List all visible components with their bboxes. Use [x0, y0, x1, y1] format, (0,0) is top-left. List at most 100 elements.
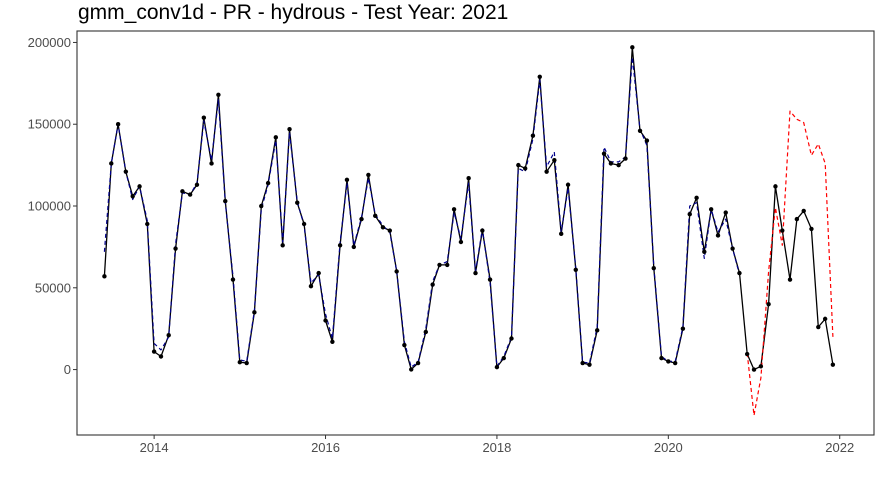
data-point: [516, 162, 521, 168]
data-point: [659, 355, 664, 361]
data-point: [523, 166, 528, 171]
data-point: [173, 246, 178, 251]
series-line-forecast: [746, 110, 834, 416]
data-point: [702, 249, 707, 255]
data-point: [409, 367, 414, 372]
data-point: [209, 161, 214, 166]
data-point: [280, 243, 285, 248]
data-point: [672, 360, 678, 366]
data-point: [230, 277, 236, 282]
data-point: [809, 226, 814, 232]
data-point: [644, 138, 650, 143]
data-point: [109, 161, 114, 166]
data-point: [509, 336, 514, 341]
data-point: [373, 213, 378, 219]
data-point: [387, 228, 393, 233]
data-point: [466, 176, 471, 181]
data-point: [102, 274, 107, 279]
x-tick-label: 2020: [654, 440, 683, 455]
data-point: [816, 324, 821, 330]
data-point: [458, 239, 464, 245]
data-point: [187, 192, 193, 197]
y-tick-label: 50000: [35, 280, 71, 295]
data-point: [751, 367, 757, 372]
data-point: [780, 228, 785, 233]
data-point: [194, 182, 200, 187]
data-point: [787, 277, 793, 282]
data-point: [451, 207, 457, 212]
data-point: [259, 203, 264, 209]
data-point: [166, 333, 171, 338]
data-point: [445, 262, 450, 268]
data-point: [616, 162, 621, 168]
data-point: [415, 360, 421, 366]
data-point: [530, 133, 536, 138]
data-point: [423, 329, 428, 335]
data-point: [273, 135, 279, 140]
data-point: [158, 354, 164, 359]
series-line-actual: [103, 46, 834, 371]
data-point: [437, 262, 442, 268]
data-point: [801, 208, 806, 214]
data-point: [330, 339, 335, 344]
data-point: [565, 182, 571, 187]
plot-panel: [76, 30, 875, 436]
data-point: [287, 126, 292, 132]
data-point: [744, 351, 750, 357]
data-point: [301, 221, 307, 227]
y-tick-label: 150000: [28, 117, 71, 132]
data-point: [216, 92, 221, 97]
data-point: [594, 328, 600, 333]
data-point: [380, 225, 386, 230]
data-point: [623, 156, 628, 161]
data-point: [394, 269, 399, 274]
series-line-fitted: [103, 56, 741, 368]
data-point: [830, 362, 836, 367]
data-point: [822, 316, 828, 322]
data-point: [323, 318, 328, 323]
data-point: [694, 195, 699, 201]
data-point: [237, 360, 243, 365]
data-point: [630, 45, 635, 50]
data-point: [608, 161, 614, 166]
y-tick-label: 200000: [28, 35, 71, 50]
data-point: [180, 189, 185, 194]
data-point: [773, 184, 778, 189]
data-point: [573, 267, 578, 273]
data-point: [601, 151, 607, 156]
data-point: [708, 207, 714, 212]
data-point: [137, 184, 142, 189]
data-point: [552, 158, 557, 163]
data-point: [687, 211, 692, 217]
data-point: [252, 310, 257, 315]
data-point: [430, 282, 435, 287]
data-point: [766, 301, 771, 307]
data-point: [587, 362, 592, 367]
data-point: [637, 128, 643, 133]
data-point: [316, 270, 321, 276]
data-point: [501, 355, 506, 361]
data-point: [115, 122, 121, 127]
data-point: [366, 172, 371, 178]
data-point: [344, 177, 350, 183]
x-tick-label: 2016: [311, 440, 340, 455]
data-point: [130, 193, 135, 199]
data-point: [737, 270, 742, 276]
data-point: [123, 169, 129, 174]
data-point: [308, 283, 314, 289]
data-point: [295, 200, 300, 205]
data-point: [201, 115, 207, 120]
data-point: [537, 74, 542, 79]
x-tick-label: 2018: [482, 440, 511, 455]
data-point: [558, 231, 564, 237]
data-point: [723, 210, 728, 215]
data-point: [402, 342, 407, 348]
chart-title: gmm_conv1d - PR - hydrous - Test Year: 2…: [78, 1, 509, 24]
data-point: [473, 270, 478, 276]
data-point: [487, 277, 493, 282]
data-point: [794, 216, 800, 222]
data-point: [680, 326, 686, 331]
data-point: [580, 360, 585, 366]
